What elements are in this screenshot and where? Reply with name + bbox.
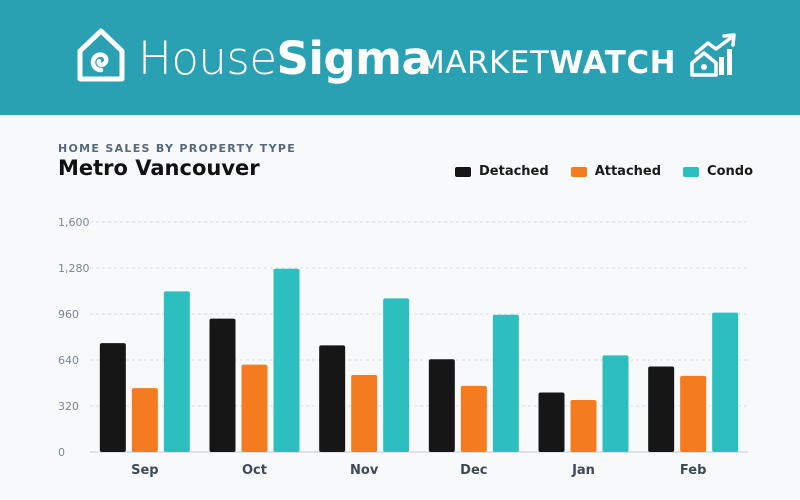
brand-logo-text: HouseSigma (138, 30, 432, 88)
house-swirl-icon (77, 28, 125, 82)
y-tick-label: 960 (58, 308, 79, 321)
x-tick-label: Nov (350, 463, 379, 478)
market-light: MARKET (418, 45, 550, 81)
chart-legend: Detached Attached Condo (455, 164, 753, 179)
marketwatch-logo-text: MARKETWATCH (418, 44, 676, 82)
bar-attached-jan (570, 399, 597, 452)
legend-label-condo: Condo (707, 164, 754, 179)
bar-detached-jan (538, 392, 565, 452)
bar-attached-nov (351, 374, 378, 452)
x-tick-label: Feb (680, 463, 706, 478)
y-tick-label: 1,280 (58, 262, 90, 275)
x-tick-label: Jan (571, 463, 595, 478)
bar-attached-sep (131, 388, 158, 452)
bar-condo-dec (492, 314, 519, 452)
bar-attached-feb (680, 375, 707, 452)
chart-subtitle: HOME SALES BY PROPERTY TYPE (58, 142, 297, 155)
y-tick-label: 0 (58, 446, 65, 459)
header-banner: HouseSigma MARKETWATCH (0, 0, 800, 115)
bar-detached-sep (99, 343, 126, 452)
y-tick-label: 1,600 (58, 216, 90, 229)
legend-label-detached: Detached (479, 164, 549, 179)
brand-light: House (138, 32, 277, 85)
bar-condo-nov (383, 298, 410, 452)
legend-item-detached: Detached (455, 164, 549, 179)
legend-item-attached: Attached (570, 164, 662, 179)
y-tick-label: 640 (58, 354, 79, 367)
bar-detached-nov (319, 345, 346, 452)
y-tick-label: 320 (58, 400, 79, 413)
x-tick-label: Oct (242, 463, 267, 478)
x-tick-label: Sep (131, 463, 159, 478)
bar-condo-sep (163, 291, 190, 452)
legend-item-condo: Condo (683, 164, 753, 179)
legend-swatch-attached (570, 166, 587, 177)
bar-detached-oct (209, 318, 236, 452)
chart-title: Metro Vancouver (58, 156, 260, 180)
bar-detached-feb (648, 366, 675, 452)
bar-condo-feb (712, 312, 739, 452)
legend-label-attached: Attached (594, 164, 662, 179)
bar-detached-dec (428, 359, 455, 452)
bar-attached-oct (241, 364, 268, 452)
brand-bold: Sigma (276, 32, 432, 85)
legend-swatch-detached (455, 166, 471, 177)
bar-attached-dec (460, 385, 487, 452)
market-bold: WATCH (549, 45, 677, 81)
bar-condo-jan (602, 355, 629, 452)
house-rising-chart-icon (690, 33, 736, 77)
bar-condo-oct (273, 268, 300, 452)
x-tick-label: Dec (460, 463, 487, 478)
legend-swatch-condo (683, 166, 700, 177)
